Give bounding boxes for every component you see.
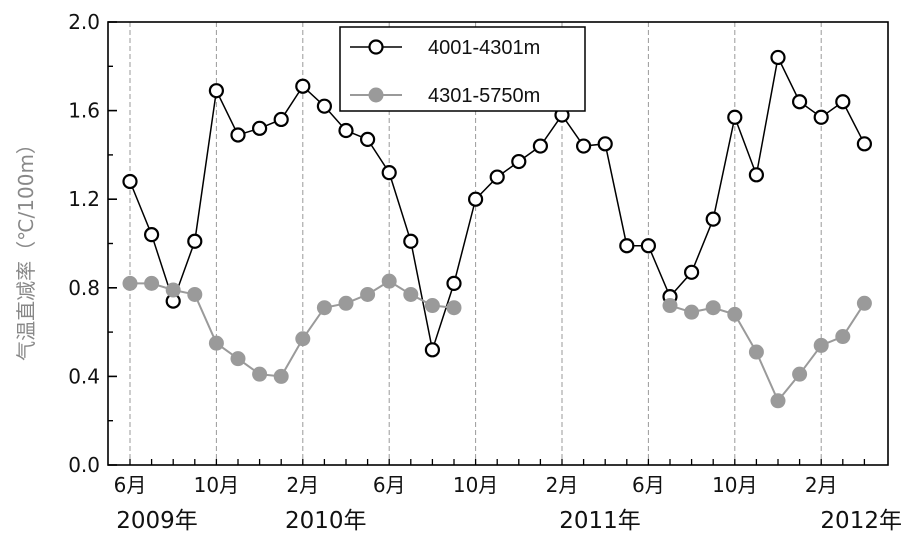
data-point-series-1 — [791, 94, 808, 110]
data-point-series-1 — [835, 94, 851, 110]
data-point-series-1 — [727, 109, 743, 125]
legend-marker — [368, 87, 384, 103]
x-tick-label: 6月 — [632, 473, 665, 497]
data-point-series-2 — [187, 286, 203, 302]
data-point-series-1 — [208, 83, 224, 99]
data-point-series-1 — [122, 173, 138, 190]
y-tick-label: 0.8 — [68, 276, 100, 300]
data-point-series-2 — [813, 337, 829, 353]
y-tick-label: 1.6 — [68, 99, 100, 123]
data-point-series-2 — [273, 368, 289, 384]
data-point-series-2 — [662, 298, 678, 314]
data-point-series-1 — [683, 264, 700, 280]
data-point-series-1 — [640, 238, 657, 254]
data-point-series-2 — [316, 300, 332, 316]
data-point-series-1 — [813, 109, 829, 125]
axis-labels: 2009年 2010年 2011年 2012年 气温直减率（℃/100m） — [14, 134, 901, 534]
data-point-series-2 — [446, 300, 462, 316]
data-point-series-2 — [252, 366, 268, 382]
legend-label: 4301-5750m — [428, 85, 540, 107]
y-tick-label: 0.4 — [68, 364, 100, 388]
data-point-series-2 — [770, 393, 786, 409]
legend-marker — [368, 39, 384, 55]
x-tick-label: 10月 — [712, 473, 757, 497]
data-point-series-2 — [381, 273, 397, 289]
data-point-series-1 — [381, 165, 397, 181]
data-point-series-2 — [338, 295, 354, 311]
data-point-series-1 — [770, 49, 786, 66]
data-point-series-1 — [144, 227, 160, 243]
legend-label: 4001-4301m — [428, 37, 540, 59]
series-line-2 — [130, 279, 455, 378]
data-point-series-2 — [835, 329, 851, 345]
data-point-series-2 — [165, 282, 181, 298]
data-point-series-2 — [144, 275, 160, 291]
series — [122, 49, 873, 409]
data-point-series-2 — [856, 295, 872, 311]
x-tick-label: 10月 — [453, 473, 498, 497]
data-point-series-1 — [489, 169, 505, 185]
data-point-series-2 — [295, 331, 311, 347]
data-point-series-1 — [748, 167, 765, 183]
x-tick-label: 2月 — [546, 473, 579, 497]
x-tick-label: 2月 — [286, 473, 319, 497]
data-point-series-1 — [575, 138, 592, 154]
data-point-series-2 — [792, 366, 808, 382]
data-point-series-2 — [208, 335, 224, 351]
data-point-series-1 — [597, 136, 613, 152]
data-point-series-1 — [295, 78, 311, 94]
series-line-2 — [669, 302, 866, 403]
data-point-series-1 — [316, 98, 332, 114]
data-point-series-2 — [684, 304, 700, 320]
data-point-series-1 — [532, 138, 549, 154]
data-point-series-1 — [511, 153, 527, 170]
y-tick-label: 2.0 — [68, 10, 100, 34]
legend: 4001-4301m 4301-5750m — [339, 26, 586, 112]
data-point-series-2 — [424, 298, 440, 314]
x-tick-label: 6月 — [373, 473, 406, 497]
data-point-series-1 — [187, 233, 203, 249]
data-point-series-1 — [446, 275, 462, 291]
year-label: 2010年 — [285, 508, 367, 534]
y-axis-title: 气温直减率（℃/100m） — [14, 134, 38, 361]
data-point-series-1 — [273, 111, 289, 128]
data-point-series-2 — [748, 344, 764, 360]
data-point-series-2 — [122, 275, 138, 291]
data-point-series-1 — [705, 211, 721, 227]
data-point-series-1 — [619, 238, 635, 254]
data-point-series-2 — [403, 286, 419, 302]
x-tick-label: 6月 — [114, 473, 147, 497]
data-point-series-2 — [705, 300, 721, 316]
data-point-series-1 — [360, 131, 376, 147]
data-point-series-2 — [230, 351, 246, 367]
data-point-series-1 — [338, 122, 354, 139]
axes: 0.0 0.4 0.8 1.2 1.6 2.0 6月 10月 2月 6月 10月 2月 6月 10月 2月 — [68, 10, 889, 497]
data-point-series-1 — [230, 127, 246, 143]
y-tick-label: 1.2 — [68, 187, 100, 211]
x-tick-label: 10月 — [194, 473, 239, 497]
data-point-series-1 — [252, 120, 268, 136]
data-point-series-1 — [468, 191, 484, 207]
data-point-series-1 — [424, 342, 440, 358]
x-tick-label: 2月 — [805, 473, 838, 497]
year-label: 2012年 — [820, 508, 901, 534]
data-point-series-1 — [856, 136, 873, 152]
year-label: 2011年 — [559, 508, 641, 534]
y-tick-label: 0.0 — [68, 453, 100, 477]
year-label: 2009年 — [116, 508, 198, 534]
data-point-series-2 — [360, 286, 376, 302]
data-point-series-2 — [727, 306, 743, 322]
data-point-series-1 — [403, 233, 419, 249]
